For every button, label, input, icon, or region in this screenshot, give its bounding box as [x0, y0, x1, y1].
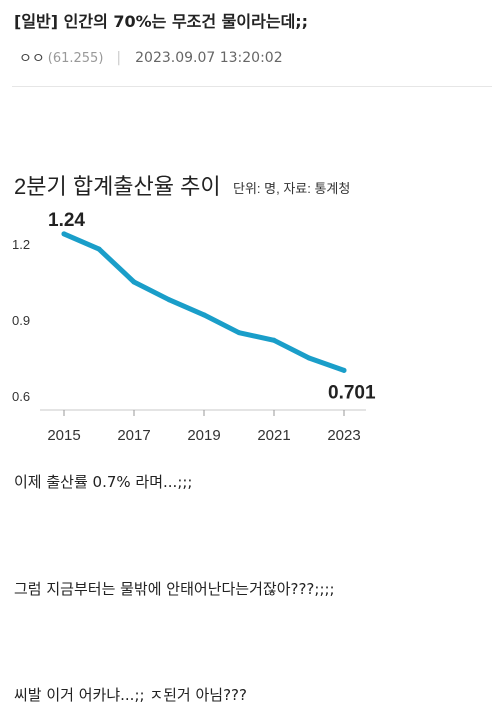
post-meta: ㅇㅇ (61.255) | 2023.09.07 13:20:02 — [19, 48, 283, 68]
x-tick-label: 2021 — [257, 427, 290, 444]
data-point — [341, 367, 347, 373]
post-datetime: 2023.09.07 13:20:02 — [135, 50, 283, 66]
header-divider — [12, 86, 492, 87]
x-tick-label: 2017 — [117, 427, 150, 444]
post-paragraph: 이제 출산률 0.7% 라며...;;; — [14, 473, 193, 491]
author-ip: (61.255) — [47, 50, 104, 66]
post-title: [일반] 인간의 70%는 무조건 물이라는데;; — [14, 12, 309, 31]
y-tick-label: 0.6 — [12, 389, 30, 404]
data-point — [131, 279, 137, 285]
x-tick-label: 2019 — [187, 427, 220, 444]
data-label: 1.24 — [48, 210, 85, 231]
post-paragraph: 그럼 지금부터는 물밖에 안태어난다는거잖아???;;;; — [14, 580, 335, 598]
data-point — [61, 231, 67, 237]
y-tick-label: 0.9 — [12, 313, 30, 328]
chart-svg: 2분기 합계출산율 추이 단위: 명, 자료: 통계청 1.2 0.9 0.6 201… — [12, 174, 376, 444]
post-paragraph: 씨발 이거 어카냐...;; ㅈ된거 아님??? — [14, 686, 247, 704]
chart-subtitle: 단위: 명, 자료: 통계청 — [233, 181, 350, 196]
plot-area: 1.2 0.9 0.6 2015 2017 2019 2021 2023 1.24 0.701 — [12, 210, 376, 444]
x-tick-label: 2023 — [327, 427, 360, 444]
data-point — [201, 312, 207, 318]
series-line — [61, 231, 347, 373]
data-point — [96, 246, 102, 252]
author-nickname[interactable]: ㅇㅇ — [19, 51, 45, 67]
data-label: 0.701 — [328, 382, 376, 403]
y-tick-label: 1.2 — [12, 237, 30, 252]
data-point — [306, 355, 312, 361]
fertility-rate-chart: 2분기 합계출산율 추이 단위: 명, 자료: 통계청 1.2 0.9 0.6 201… — [0, 160, 492, 450]
x-tick-label: 2015 — [47, 427, 80, 444]
data-point — [271, 337, 277, 343]
data-point — [166, 297, 172, 303]
chart-title: 2분기 합계출산율 추이 — [14, 174, 221, 199]
data-point — [236, 330, 242, 336]
meta-separator: | — [116, 50, 122, 66]
